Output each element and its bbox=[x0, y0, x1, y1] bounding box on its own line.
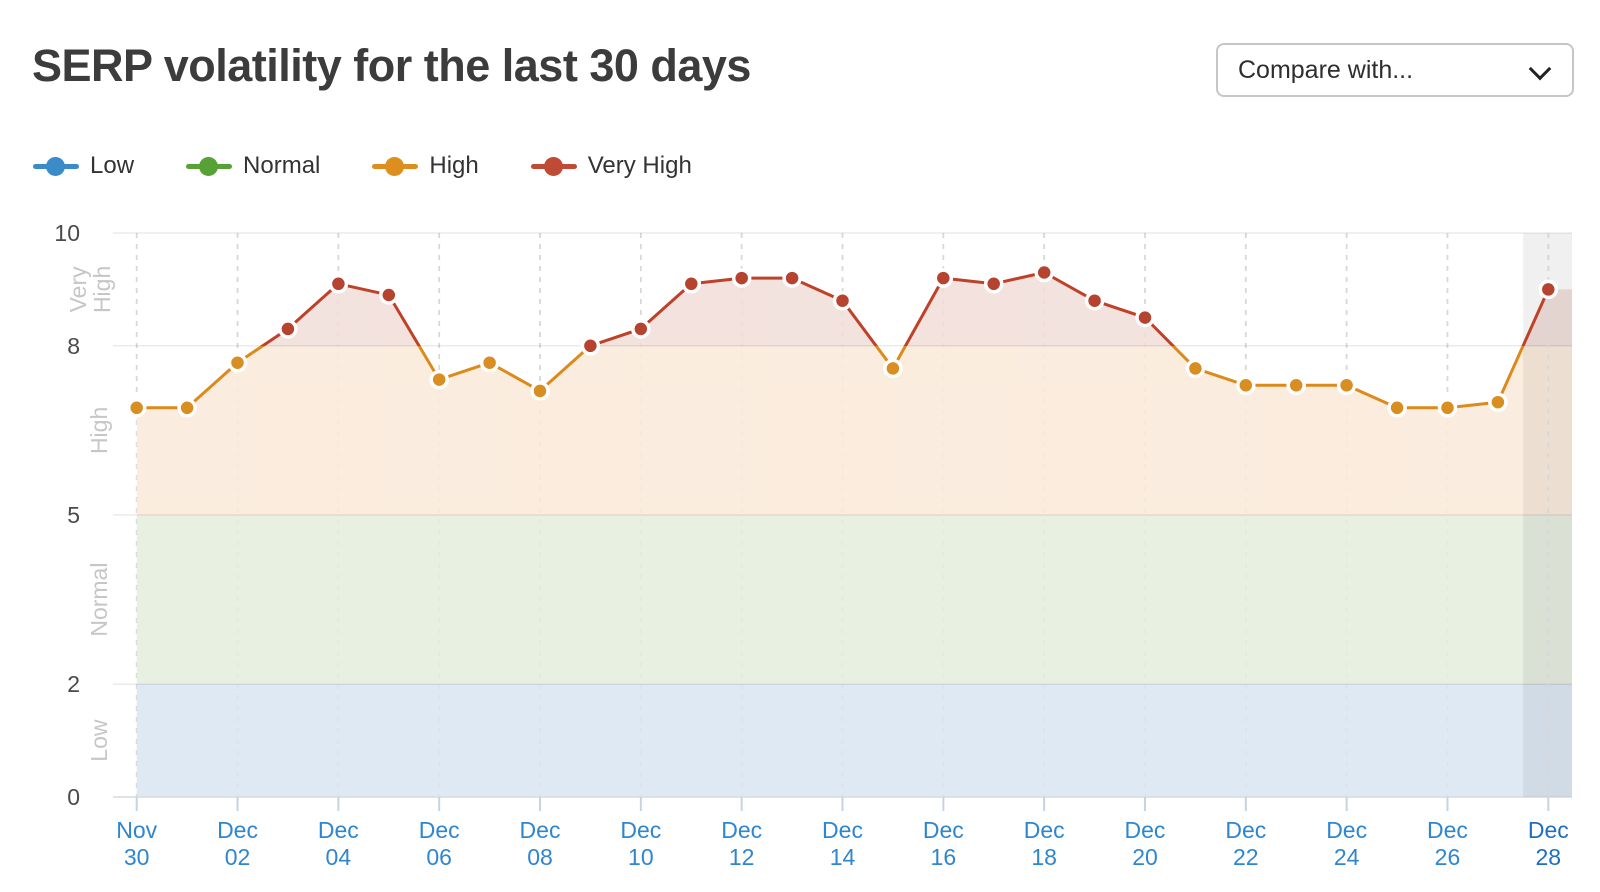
legend-marker-dot bbox=[199, 156, 219, 176]
svg-text:High: High bbox=[89, 266, 115, 313]
svg-text:8: 8 bbox=[67, 333, 80, 359]
compare-with-dropdown-label: Compare with... bbox=[1238, 56, 1414, 84]
data-point-marker[interactable] bbox=[429, 369, 449, 390]
y-axis-labels: 0 2 5 8 10 bbox=[54, 220, 80, 810]
data-point-marker[interactable] bbox=[1034, 262, 1054, 283]
data-point-marker[interactable] bbox=[983, 274, 1004, 294]
data-point-marker[interactable] bbox=[1135, 307, 1155, 328]
data-point-marker[interactable] bbox=[278, 319, 298, 339]
svg-text:0: 0 bbox=[67, 784, 80, 810]
compare-with-dropdown[interactable]: Compare with... bbox=[1216, 43, 1574, 97]
page-title: SERP volatility for the last 30 days bbox=[32, 40, 751, 91]
svg-text:10: 10 bbox=[54, 220, 80, 246]
data-point-marker[interactable] bbox=[1336, 375, 1357, 396]
data-point-marker[interactable] bbox=[782, 268, 802, 288]
data-point-marker[interactable] bbox=[1538, 279, 1559, 300]
data-point-marker[interactable] bbox=[379, 285, 399, 305]
data-point-marker[interactable] bbox=[883, 358, 903, 379]
area-fill bbox=[136, 272, 1573, 797]
legend-label: Low bbox=[90, 152, 135, 179]
low-series-marker-icon bbox=[33, 155, 79, 177]
legend-label: Normal bbox=[243, 152, 321, 179]
data-point-marker[interactable] bbox=[1286, 375, 1306, 396]
data-point-marker[interactable] bbox=[731, 268, 752, 288]
data-point-marker[interactable] bbox=[126, 398, 147, 418]
data-point-marker[interactable] bbox=[681, 274, 702, 294]
svg-text:5: 5 bbox=[67, 502, 80, 528]
data-point-marker[interactable] bbox=[1185, 358, 1206, 379]
data-point-marker[interactable] bbox=[1236, 375, 1256, 396]
data-point-marker[interactable] bbox=[479, 352, 500, 373]
x-axis-labels: Nov 30 Dec 02 Dec 04 Dec 06 Dec 08 Dec 10 Dec 12 Dec 14… bbox=[116, 797, 1569, 870]
legend-marker-dot bbox=[385, 156, 405, 176]
data-point-marker[interactable] bbox=[227, 352, 248, 373]
data-point-marker[interactable] bbox=[933, 268, 954, 288]
data-point-marker[interactable] bbox=[1387, 398, 1407, 418]
data-point-marker[interactable] bbox=[530, 381, 550, 401]
legend-label: High bbox=[429, 152, 479, 179]
data-point-marker[interactable] bbox=[177, 398, 197, 418]
data-point-marker[interactable] bbox=[328, 274, 349, 294]
data-point-marker[interactable] bbox=[1437, 398, 1458, 418]
legend-marker-dot bbox=[46, 156, 65, 176]
legend-item-very-high[interactable]: Very High bbox=[530, 152, 692, 180]
data-point-marker[interactable] bbox=[1084, 290, 1105, 311]
normal-series-marker-icon bbox=[186, 155, 233, 177]
svg-text:Normal: Normal bbox=[86, 563, 112, 637]
very-high-series-marker-icon bbox=[530, 155, 577, 177]
legend-label: Very High bbox=[587, 152, 692, 179]
legend-item-normal[interactable]: Normal bbox=[186, 152, 320, 180]
data-point-marker[interactable] bbox=[631, 319, 651, 339]
high-series-marker-icon bbox=[372, 155, 419, 177]
svg-text:High: High bbox=[86, 407, 112, 454]
svg-text:Very: Very bbox=[65, 266, 91, 313]
svg-text:2: 2 bbox=[67, 671, 80, 697]
data-point-marker[interactable] bbox=[832, 290, 853, 311]
data-point-marker[interactable] bbox=[1488, 392, 1508, 412]
current-day-highlight bbox=[1523, 233, 1572, 797]
legend-item-high[interactable]: High bbox=[372, 152, 479, 180]
data-points bbox=[126, 262, 1559, 418]
chart-legend: Low Normal High Very High bbox=[33, 152, 692, 180]
svg-text:Low: Low bbox=[86, 719, 112, 762]
legend-item-low[interactable]: Low bbox=[33, 152, 134, 180]
data-point-marker[interactable] bbox=[580, 336, 601, 356]
legend-marker-dot bbox=[543, 156, 563, 176]
